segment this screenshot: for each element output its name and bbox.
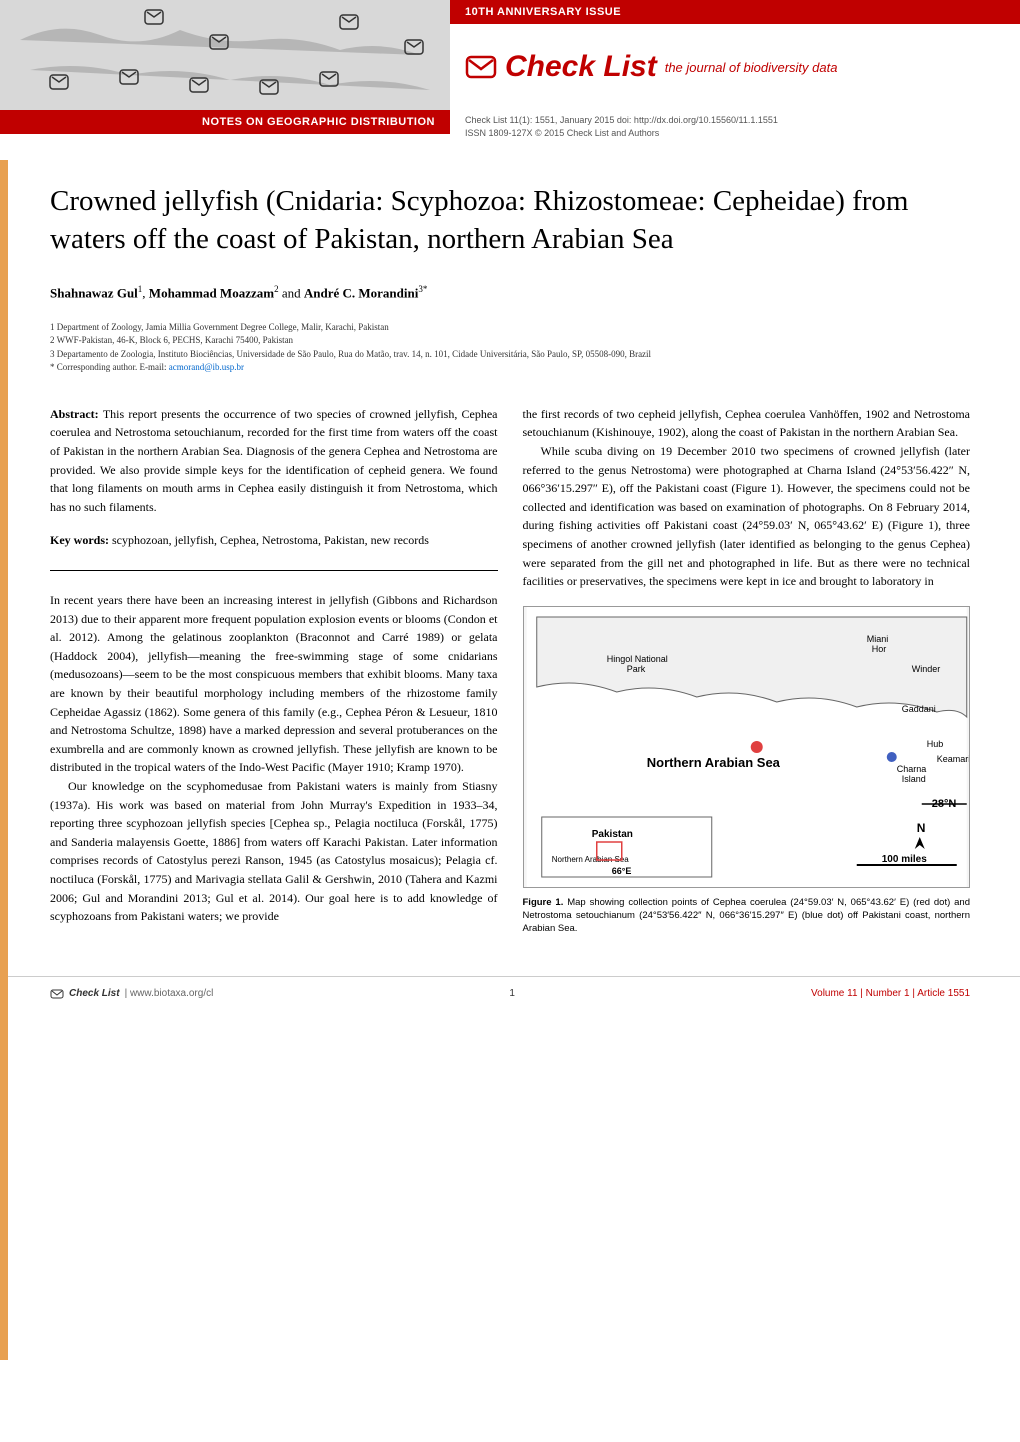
map-label-sea: Northern Arabian Sea [646, 755, 780, 770]
keywords-text: scyphozoan, jellyfish, Cephea, Netrostom… [112, 533, 429, 547]
north-label: N [916, 821, 925, 835]
authors: Shahnawaz Gul1, Mohammad Moazzam2 and An… [50, 284, 970, 301]
paragraph: the first records of two cepheid jellyfi… [523, 405, 971, 442]
figure-1: Hingol National Park Miani Hor Winder Ga… [523, 606, 971, 888]
scale-label: 100 miles [881, 854, 926, 865]
header-banner: 10TH ANNIVERSARY ISSUE Check List the jo… [0, 0, 1020, 110]
author-3: André C. Morandini [304, 285, 418, 300]
envelope-icon [50, 987, 64, 1001]
right-column: the first records of two cepheid jellyfi… [523, 405, 971, 936]
keywords-label: Key words: [50, 533, 112, 547]
journal-title: Check List [505, 50, 657, 84]
author-1: Shahnawaz Gul [50, 285, 138, 300]
inset-pakistan-label: Pakistan [591, 829, 632, 840]
journal-title-area: Check List the journal of biodiversity d… [450, 24, 1020, 110]
corresponding-author: * Corresponding author. E-mail: acmorand… [50, 361, 970, 375]
header-right: 10TH ANNIVERSARY ISSUE Check List the jo… [450, 0, 1020, 110]
figure-caption-text: Map showing collection points of Cephea … [523, 897, 971, 935]
footer-left: Check List | www.biotaxa.org/cl [50, 987, 213, 1001]
footer-checklist: Check List [69, 988, 120, 999]
svg-text:Park: Park [626, 664, 645, 674]
svg-text:Hor: Hor [871, 644, 886, 654]
affiliation-2: 2 WWF-Pakistan, 46-K, Block 6, PECHS, Ka… [50, 334, 970, 348]
map-label-charna: Charna [896, 764, 926, 774]
affiliation-1: 1 Department of Zoology, Jamia Millia Go… [50, 321, 970, 335]
map-label-hingol: Hingol National [606, 654, 667, 664]
map-label-gaddani: Gaddani [901, 704, 935, 714]
body-text-right: the first records of two cepheid jellyfi… [523, 405, 971, 591]
inset-lon-label: 66°E [611, 866, 631, 876]
body-text-left: In recent years there have been an incre… [50, 591, 498, 926]
world-map-graphic [0, 0, 450, 110]
footer-url: | www.biotaxa.org/cl [125, 988, 214, 999]
page-number: 1 [509, 988, 515, 999]
article-title: Crowned jellyfish (Cnidaria: Scyphozoa: … [50, 183, 970, 258]
svg-text:Island: Island [901, 774, 925, 784]
paragraph: While scuba diving on 19 December 2010 t… [523, 442, 971, 591]
left-column: Abstract: This report presents the occur… [50, 405, 498, 936]
abstract-text: This report presents the occurrence of t… [50, 407, 498, 514]
map-label-miani: Miani [866, 634, 888, 644]
article-content: Crowned jellyfish (Cnidaria: Scyphozoa: … [0, 143, 1020, 956]
two-column-layout: Abstract: This report presents the occur… [50, 405, 970, 936]
author-2: Mohammad Moazzam [149, 285, 274, 300]
footer-volume: Volume 11 | Number 1 | Article 1551 [811, 988, 970, 999]
citation-line-1: Check List 11(1): 1551, January 2015 doi… [465, 114, 778, 127]
map-label-winder: Winder [911, 664, 940, 674]
citation-line-2: ISSN 1809-127X © 2015 Check List and Aut… [465, 127, 778, 140]
abstract-label: Abstract: [50, 407, 103, 421]
journal-subtitle: the journal of biodiversity data [665, 60, 838, 75]
blue-dot-marker [886, 752, 896, 762]
paragraph: In recent years there have been an incre… [50, 591, 498, 777]
map-label-keamari: Keamari [936, 754, 969, 764]
affiliation-3: 3 Departamento de Zoologia, Instituto Bi… [50, 348, 970, 362]
paragraph: Our knowledge on the scyphomedusae from … [50, 777, 498, 926]
keywords: Key words: scyphozoan, jellyfish, Cephea… [50, 531, 498, 550]
red-dot-marker [750, 741, 762, 753]
envelope-icon [465, 51, 497, 83]
abstract: Abstract: This report presents the occur… [50, 405, 498, 517]
anniversary-bar: 10TH ANNIVERSARY ISSUE [450, 0, 1020, 24]
map-label-hub: Hub [926, 739, 943, 749]
page-footer: Check List | www.biotaxa.org/cl 1 Volume… [0, 976, 1020, 1011]
section-divider [50, 570, 498, 571]
figure-caption-label: Figure 1. [523, 897, 568, 908]
notes-bar: NOTES ON GEOGRAPHIC DISTRIBUTION Check L… [0, 110, 1020, 143]
email-link[interactable]: acmorand@ib.usp.br [169, 362, 244, 372]
affiliations: 1 Department of Zoology, Jamia Millia Go… [50, 321, 970, 375]
figure-1-caption: Figure 1. Map showing collection points … [523, 896, 971, 936]
notes-label: NOTES ON GEOGRAPHIC DISTRIBUTION [0, 110, 450, 134]
citation-info: Check List 11(1): 1551, January 2015 doi… [450, 110, 793, 143]
figure-1-map: Hingol National Park Miani Hor Winder Ga… [524, 607, 970, 887]
